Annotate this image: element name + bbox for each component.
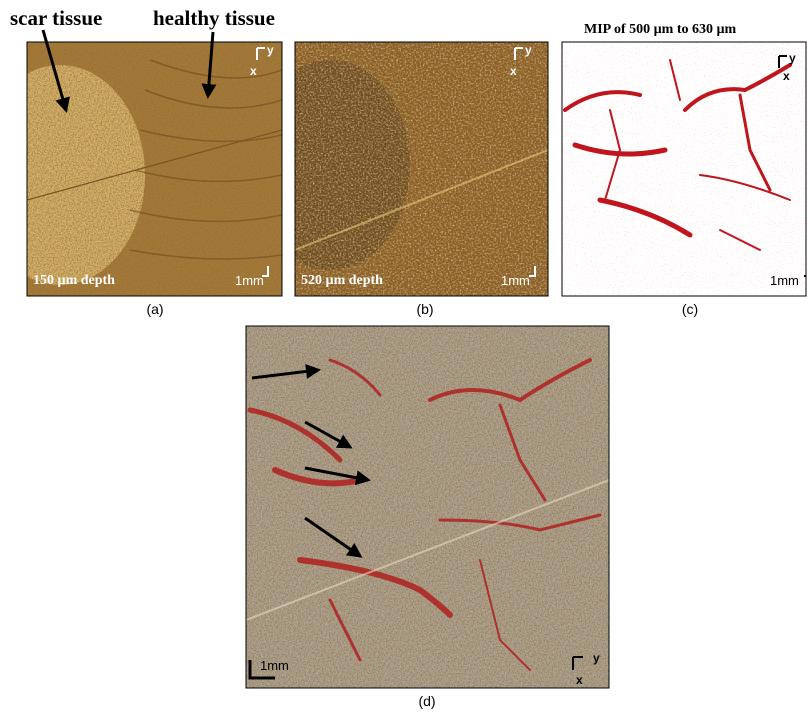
depth-label: 150 µm depth	[33, 273, 115, 288]
panel-d-image	[246, 326, 609, 688]
scale-label: 1mm	[501, 273, 530, 288]
panel-label: (b)	[416, 301, 433, 317]
panel-title: MIP of 500 µm to 630 µm	[584, 22, 737, 37]
scale-label: 1mm	[235, 273, 264, 288]
axis-label: x	[783, 69, 790, 83]
panel-label: (d)	[418, 693, 435, 709]
page: {"annotations": ["scar tissue", "healthy…	[0, 0, 807, 712]
axis-label: y	[525, 43, 532, 57]
panel-a-image	[0, 42, 282, 296]
panel-label: (a)	[146, 301, 163, 317]
axis-label: x	[576, 673, 583, 687]
axis-label: x	[510, 64, 517, 78]
annotation: healthy tissue	[153, 6, 275, 30]
axis-label: y	[593, 651, 600, 665]
axis-label: x	[250, 64, 257, 78]
panel-label: (c)	[682, 301, 698, 317]
panel-c-image	[562, 42, 807, 296]
scale-label: 1mm	[770, 273, 799, 288]
axis-label: y	[267, 43, 274, 57]
axis-label: y	[789, 51, 796, 65]
scale-label: 1mm	[260, 658, 289, 673]
annotation: scar tissue	[10, 6, 102, 30]
figure: scar tissue healthy tissue 150 µm depth …	[0, 0, 807, 712]
depth-label: 520 µm depth	[301, 273, 383, 288]
